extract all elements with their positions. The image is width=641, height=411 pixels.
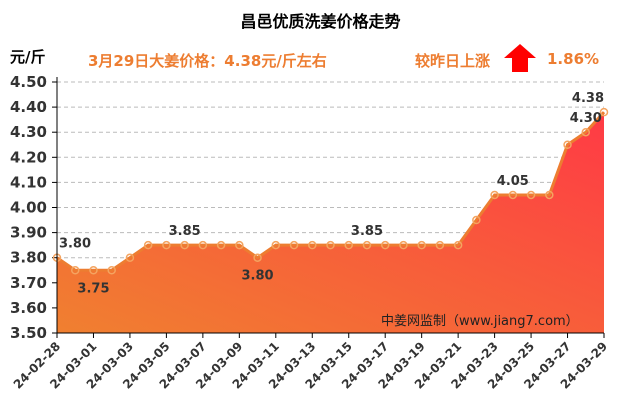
data-point	[526, 190, 536, 200]
data-label: 3.85	[169, 224, 201, 239]
y-axis-unit: 元/斤	[10, 48, 46, 66]
y-tick-label: 4.40	[10, 98, 47, 116]
y-tick-label: 3.90	[10, 224, 47, 242]
change-percent: 1.86%	[547, 50, 600, 68]
price-text: 3月29日大姜价格：4.38元/斤左右	[88, 52, 327, 70]
data-point	[508, 190, 518, 200]
data-point	[107, 266, 116, 275]
data-point	[417, 240, 426, 250]
data-point	[545, 190, 554, 200]
data-point	[198, 240, 208, 250]
data-point	[235, 240, 244, 250]
data-point	[490, 190, 499, 200]
data-point	[143, 240, 153, 250]
data-point	[125, 253, 135, 262]
y-tick-label: 4.50	[10, 73, 47, 91]
data-point	[362, 240, 372, 250]
data-label: 4.38	[572, 91, 604, 106]
data-label: 3.85	[351, 224, 383, 239]
y-tick-label: 3.50	[10, 324, 47, 342]
data-point	[581, 127, 591, 137]
area-fill	[57, 112, 604, 334]
data-point	[472, 215, 481, 225]
data-point	[89, 266, 98, 275]
series-line	[56, 111, 606, 272]
data-point	[70, 266, 80, 275]
y-tick-label: 3.80	[10, 249, 47, 267]
data-label: 3.75	[77, 281, 109, 296]
data-point	[453, 240, 463, 250]
data-point	[180, 240, 189, 250]
y-tick-label: 4.10	[10, 173, 47, 191]
y-tick-label: 4.30	[10, 123, 47, 141]
data-label: 4.05	[497, 174, 529, 189]
arrow-up-icon	[504, 44, 536, 72]
data-label: 4.30	[570, 111, 602, 126]
data-label: 3.80	[59, 237, 91, 252]
y-tick-label: 4.00	[10, 199, 47, 217]
data-point	[435, 240, 445, 250]
data-point	[326, 240, 335, 250]
data-point	[380, 240, 390, 250]
y-tick-label: 3.60	[10, 299, 47, 317]
y-tick-label: 3.70	[10, 274, 47, 292]
data-point	[289, 240, 299, 250]
data-label: 3.80	[242, 269, 274, 284]
chart-title: 昌邑优质洗姜价格走势	[240, 12, 401, 31]
data-point	[271, 240, 281, 250]
data-point	[308, 240, 317, 250]
change-label: 较昨日上涨	[415, 52, 491, 70]
watermark: 中姜网监制（www.jiang7.com）	[381, 314, 579, 329]
data-point	[563, 140, 572, 149]
y-tick-label: 4.20	[10, 148, 47, 166]
data-point	[162, 240, 171, 250]
data-point	[399, 240, 408, 250]
data-point	[344, 240, 353, 250]
data-point	[599, 107, 609, 117]
data-point	[216, 240, 226, 250]
data-point	[253, 253, 262, 262]
